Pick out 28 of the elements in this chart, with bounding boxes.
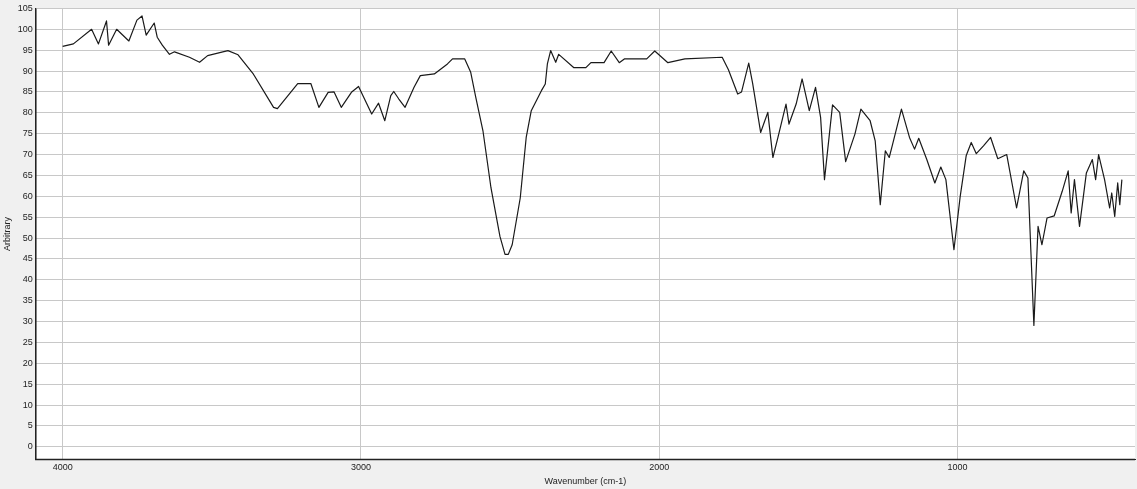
y-tick-label: 35 xyxy=(22,295,33,306)
y-tick-label: 85 xyxy=(22,86,33,97)
y-tick-label: 10 xyxy=(22,399,33,410)
y-tick-label: 80 xyxy=(22,107,33,118)
x-tick-label: 2000 xyxy=(649,462,670,473)
y-tick-label: 55 xyxy=(22,211,33,222)
y-tick-label: 60 xyxy=(22,190,33,201)
y-tick-label: 15 xyxy=(22,378,33,389)
y-tick-label: 45 xyxy=(22,253,33,264)
x-tick-label: 4000 xyxy=(52,462,73,473)
x-tick-label: 3000 xyxy=(350,462,371,473)
y-tick-label: 50 xyxy=(22,232,33,243)
x-tick-label: 1000 xyxy=(947,462,968,473)
y-tick-label: 75 xyxy=(22,128,33,139)
y-tick-label: 65 xyxy=(22,169,33,180)
y-tick-label: 20 xyxy=(22,357,33,368)
y-tick-label: 5 xyxy=(27,420,33,431)
y-tick-label: 105 xyxy=(17,2,33,13)
y-tick-label: 25 xyxy=(22,336,33,347)
y-tick-label: 40 xyxy=(22,274,33,285)
y-tick-label: 100 xyxy=(17,23,33,34)
y-tick-label: 30 xyxy=(22,316,33,327)
y-axis-title: Arbitrary xyxy=(1,216,12,251)
y-tick-label: 95 xyxy=(22,44,33,55)
y-tick-label: 90 xyxy=(22,65,33,76)
y-tick-label: 70 xyxy=(22,149,33,160)
y-tick-label: 0 xyxy=(27,441,33,452)
x-axis-title: Wavenumber (cm-1) xyxy=(544,476,627,487)
